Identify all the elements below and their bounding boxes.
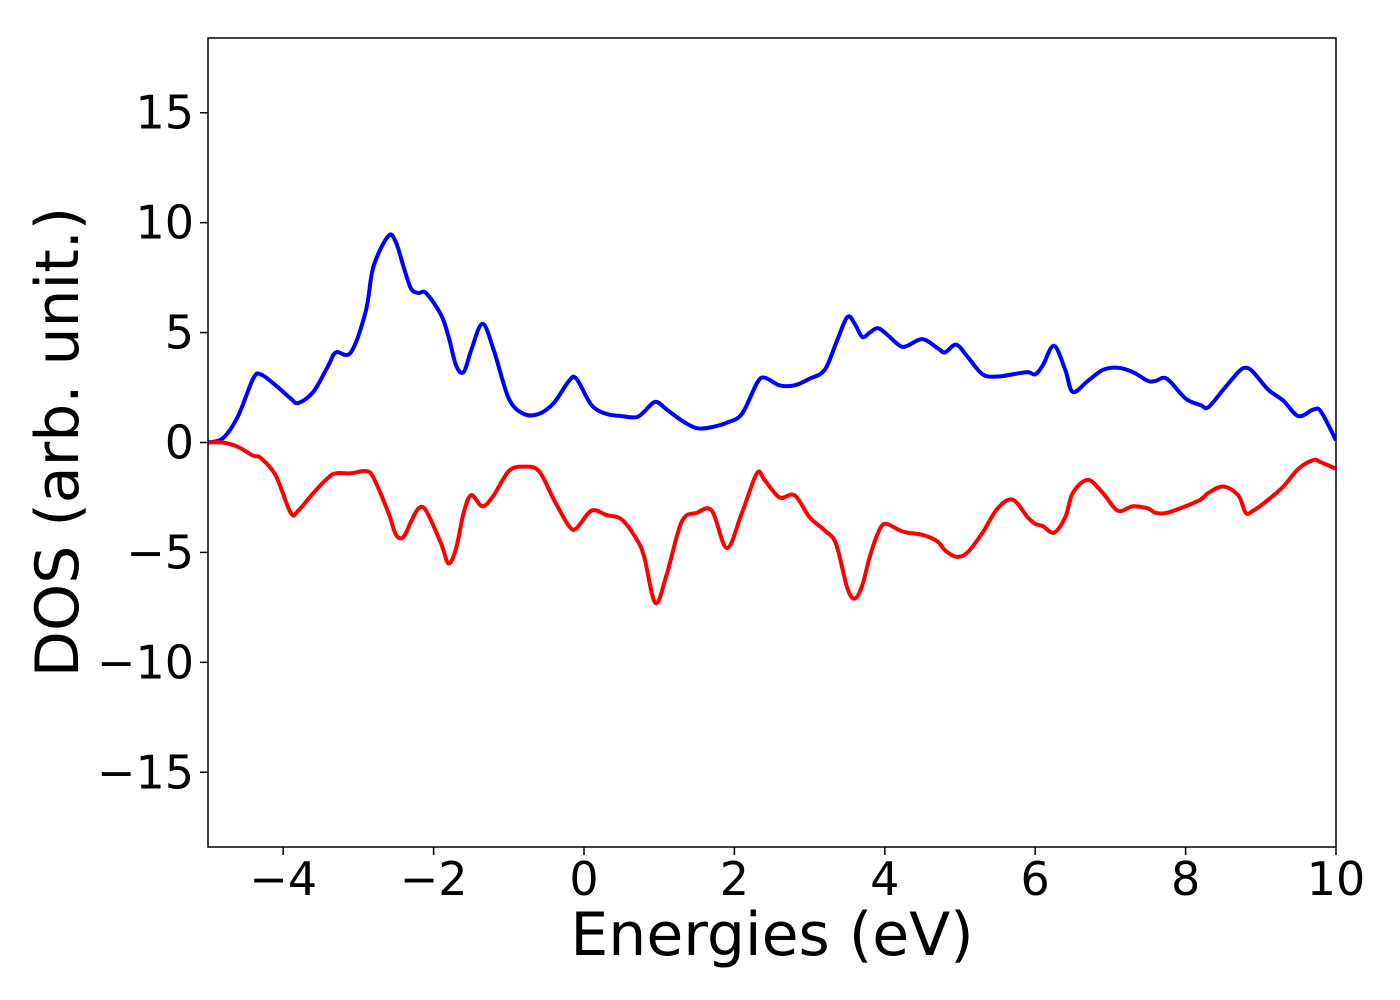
- y-tick-label: 15: [135, 86, 194, 140]
- y-tick-label: 0: [165, 416, 194, 470]
- y-tick-label: −15: [97, 745, 194, 799]
- x-axis-label: Energies (eV): [570, 900, 973, 970]
- y-axis-label: DOS (arb. unit.): [23, 207, 93, 677]
- x-tick-label: 6: [1021, 852, 1050, 906]
- y-tick-label: 10: [135, 196, 194, 250]
- y-tick-label: 5: [165, 306, 194, 360]
- x-tick-label: 0: [569, 852, 598, 906]
- x-tick-label: 2: [720, 852, 749, 906]
- y-tick-label: −5: [126, 525, 194, 579]
- x-tick-label: −4: [249, 852, 317, 906]
- x-tick-label: 8: [1171, 852, 1200, 906]
- x-tick-label: 10: [1307, 852, 1366, 906]
- line-series: [208, 440, 1336, 606]
- x-tick-label: 4: [870, 852, 899, 906]
- y-tick-label: −10: [97, 635, 194, 689]
- x-tick-label: −2: [400, 852, 468, 906]
- plot-frame: [207, 37, 1337, 848]
- line-series: [208, 232, 1336, 445]
